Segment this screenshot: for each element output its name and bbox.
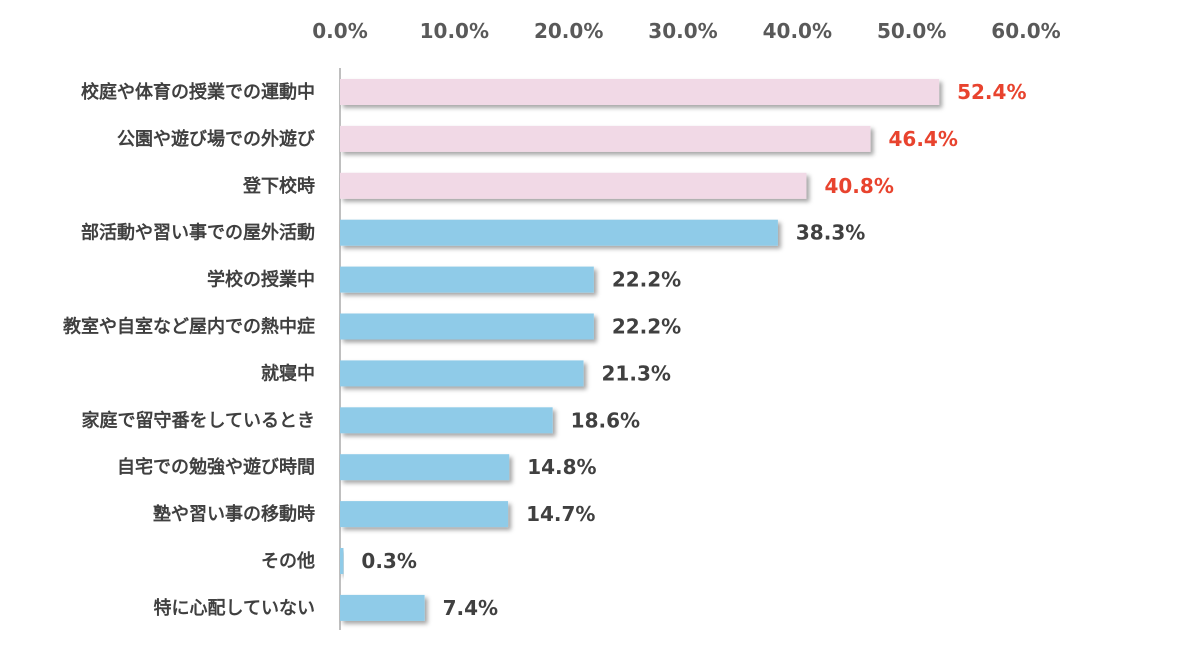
value-label: 46.4%: [889, 127, 958, 151]
bar: [340, 407, 553, 434]
value-label: 22.2%: [612, 315, 681, 339]
category-label: 学校の授業中: [207, 269, 315, 291]
bars: [340, 79, 940, 621]
bar: [340, 501, 509, 528]
bar: [340, 172, 807, 199]
value-label: 0.3%: [361, 549, 416, 573]
category-label: 公園や遊び場での外遊び: [117, 128, 316, 150]
category-label: 就寝中: [261, 362, 315, 384]
x-tick-label: 10.0%: [420, 19, 489, 43]
x-tick-label: 40.0%: [763, 19, 832, 43]
category-label: 部活動や習い事での屋外活動: [81, 222, 315, 244]
value-labels: 52.4% 46.4% 40.8% 38.3% 22.2% 22.2% 21.3% 18.6%…: [361, 80, 1026, 620]
bar: [340, 125, 871, 152]
bar: [340, 594, 425, 621]
x-tick-label: 0.0%: [312, 19, 367, 43]
category-label: 教室や自室など屋内での熱中症: [63, 316, 315, 338]
x-tick-label: 20.0%: [534, 19, 603, 43]
category-label: 自宅での勉強や遊び時間: [117, 456, 315, 478]
bar: [340, 79, 940, 105]
x-axis-tick-labels: 0.0% 10.0% 20.0% 30.0% 40.0% 50.0% 60.0%: [312, 19, 1060, 43]
bar: [340, 454, 510, 481]
category-label: 登下校時: [242, 175, 315, 197]
value-label: 22.2%: [612, 268, 681, 292]
bar: [340, 313, 594, 340]
x-tick-label: 30.0%: [648, 19, 717, 43]
x-tick-label: 50.0%: [877, 19, 946, 43]
value-label: 38.3%: [796, 221, 865, 245]
category-label: 家庭で留守番をしているとき: [82, 409, 315, 431]
bar: [340, 266, 594, 293]
value-label: 7.4%: [443, 596, 498, 620]
value-label: 14.8%: [527, 455, 596, 479]
value-label: 21.3%: [602, 361, 671, 385]
value-label: 14.7%: [526, 502, 595, 526]
category-label: 塾や習い事の移動時: [153, 503, 315, 525]
category-labels: 校庭や体育の授業での運動中公園や遊び場での外遊び登下校時部活動や習い事での屋外活…: [63, 81, 316, 619]
category-label: 校庭や体育の授業での運動中: [81, 81, 315, 103]
category-label: 特に心配していない: [154, 597, 315, 619]
bar: [340, 219, 778, 246]
value-label: 52.4%: [957, 80, 1026, 104]
bar: [340, 548, 344, 574]
value-label: 40.8%: [824, 174, 893, 198]
bar: [340, 360, 584, 387]
x-tick-label: 60.0%: [991, 19, 1060, 43]
value-label: 18.6%: [571, 408, 640, 432]
category-label: その他: [261, 550, 315, 572]
